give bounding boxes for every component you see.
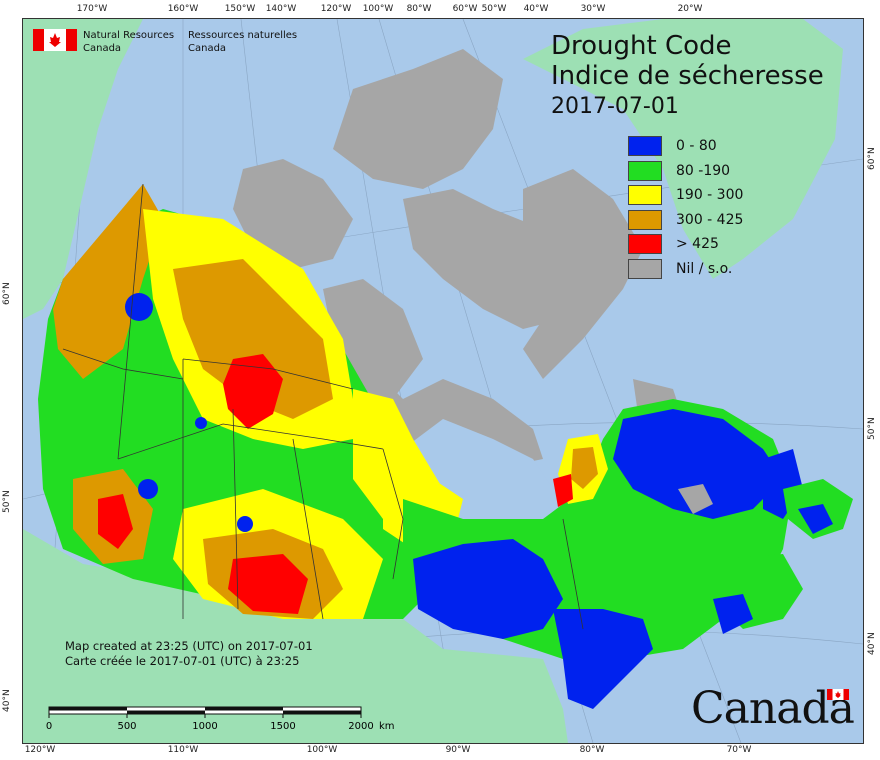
title-french: Indice de sécheresse: [551, 61, 824, 91]
credit-line-fr: Carte créée le 2017-07-01 (UTC) à 23:25: [65, 654, 300, 668]
credit-line-en: Map created at 23:25 (UTC) on 2017-07-01: [65, 639, 313, 653]
nwt-low-patch: [195, 417, 207, 429]
yukon-low-patch: [125, 293, 153, 321]
lon-tick-top: 140°W: [265, 4, 297, 14]
lon-tick-top: 50°W: [481, 4, 507, 14]
lon-tick-bottom: 100°W: [306, 745, 338, 755]
lon-tick-top: 150°W: [224, 4, 256, 14]
arctic-islands: [233, 159, 353, 269]
scale-label: 500: [117, 721, 136, 732]
quebec-extreme: [553, 474, 573, 507]
maritimes-very-low: [713, 594, 753, 634]
scale-bar-graphic: 0 500 1000 1500 2000 km: [46, 706, 395, 732]
agency-name-fr-2: Canada: [188, 43, 227, 54]
scale-label: 1000: [192, 721, 217, 732]
southern-ontario-very-low: [553, 609, 653, 709]
legend-item: 300 - 425: [628, 208, 743, 233]
legend-item: 0 - 80: [628, 134, 743, 159]
legend-item: Nil / s.o.: [628, 257, 743, 282]
quebec-north-very-low: [613, 409, 783, 519]
legend-item: 190 - 300: [628, 183, 743, 208]
legend-label: > 425: [676, 236, 719, 253]
lon-tick-bottom: 80°W: [579, 745, 605, 755]
alaska-landmass: [23, 19, 143, 319]
lon-tick-top: 160°W: [167, 4, 199, 14]
map-panel[interactable]: Natural Resources Canada Ressources natu…: [22, 18, 864, 744]
hudson-bay-no-data: [678, 484, 713, 514]
map-canvas: [23, 19, 863, 743]
scale-unit: km: [379, 721, 395, 732]
lat-tick-left: 50°N: [2, 490, 12, 513]
title-date: 2017-07-01: [551, 94, 679, 119]
great-slave-extreme: [223, 354, 283, 429]
lon-tick-top: 30°W: [580, 4, 606, 14]
legend-swatch: [628, 160, 662, 181]
lon-tick-top: 100°W: [362, 4, 394, 14]
legend-item: > 425: [628, 232, 743, 257]
legend-swatch: [628, 234, 662, 255]
legend-item: 80 -190: [628, 159, 743, 184]
arctic-islands: [333, 49, 503, 189]
lon-tick-bottom: 110°W: [167, 745, 199, 755]
greenland-landmass: [523, 19, 843, 279]
map-title: Drought Code Indice de sécheresse 2017-0…: [551, 31, 824, 123]
ontario-region-very-low: [413, 539, 563, 639]
legend-swatch: [628, 258, 662, 279]
title-english: Drought Code: [551, 31, 732, 61]
provincial-borders: [62, 183, 584, 630]
nwt-region-high: [173, 259, 333, 419]
arctic-islands: [323, 279, 423, 399]
prairie-low-patch-2: [237, 516, 253, 532]
newfoundland-very-low: [798, 504, 833, 534]
prairie-region-extreme: [228, 554, 308, 614]
legend-label: 300 - 425: [676, 211, 744, 228]
legend-swatch: [628, 185, 662, 206]
scale-label: 2000: [348, 721, 373, 732]
agency-name-en-1: Natural Resources: [83, 30, 175, 41]
lon-tick-bottom: 120°W: [24, 745, 56, 755]
agency-name-en-2: Canada: [83, 43, 122, 54]
lon-tick-top: 80°W: [406, 4, 432, 14]
lon-tick-top: 40°W: [523, 4, 549, 14]
legend-label: 80 -190: [676, 162, 731, 179]
lat-tick-right: 50°N: [867, 417, 877, 440]
yukon-region-high: [53, 184, 163, 379]
lat-tick-left: 60°N: [2, 282, 12, 305]
legend-swatch: [628, 136, 662, 157]
lat-tick-right: 60°N: [867, 147, 877, 170]
quebec-high: [571, 447, 598, 489]
agency-name-fr-1: Ressources naturelles: [188, 30, 298, 41]
baffin-island: [523, 169, 643, 379]
scale-label: 1500: [270, 721, 295, 732]
canada-wordmark: Canada: [691, 683, 855, 737]
prairie-low-patch: [138, 479, 158, 499]
legend-label: 190 - 300: [676, 187, 744, 204]
map-credits: Map created at 23:25 (UTC) on 2017-07-01…: [65, 639, 313, 669]
lat-tick-right: 40°N: [867, 632, 877, 655]
lon-tick-top: 170°W: [76, 4, 108, 14]
lon-tick-top: 120°W: [320, 4, 352, 14]
bc-region-extreme: [98, 494, 133, 549]
lat-tick-left: 40°N: [2, 689, 12, 712]
legend: 0 - 80 80 -190 190 - 300 300 - 425 > 425…: [628, 134, 743, 281]
scale-label: 0: [46, 721, 52, 732]
lon-tick-top: 60°W: [452, 4, 478, 14]
wordmark-flag-icon: [827, 689, 849, 700]
legend-label: Nil / s.o.: [676, 260, 733, 277]
canada-flag-icon: [33, 29, 77, 51]
legend-swatch: [628, 209, 662, 230]
lon-tick-top: 20°W: [677, 4, 703, 14]
lon-tick-bottom: 90°W: [445, 745, 471, 755]
legend-label: 0 - 80: [676, 138, 717, 155]
lon-tick-bottom: 70°W: [726, 745, 752, 755]
